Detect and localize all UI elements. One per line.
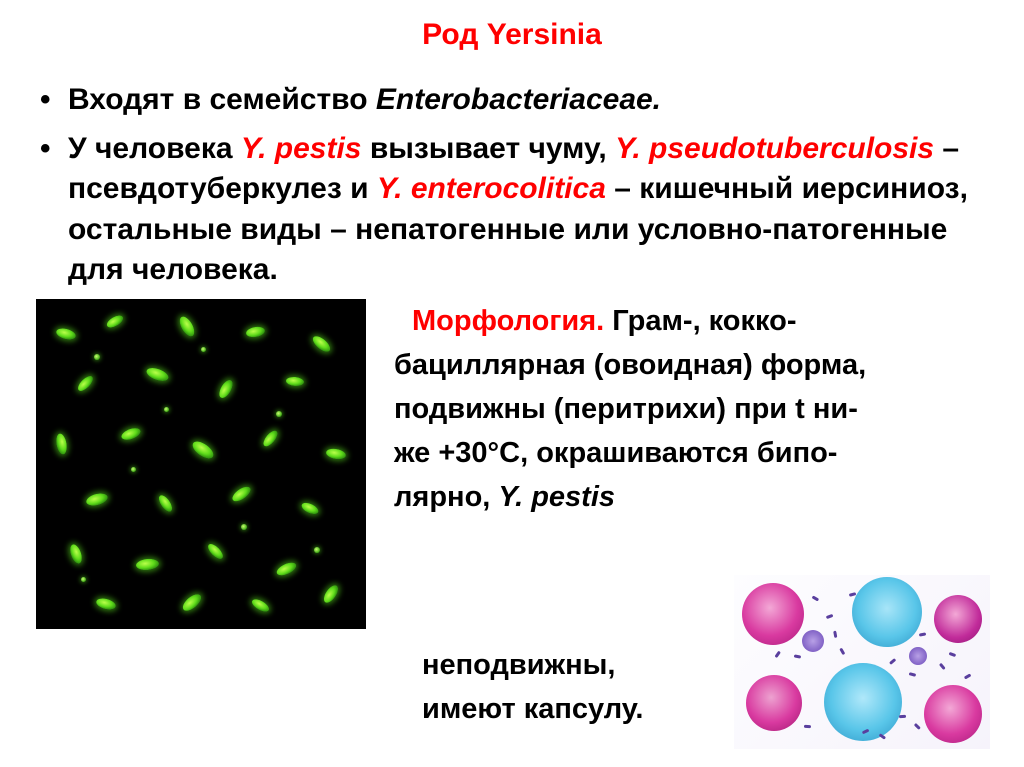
tail-text: неподвижны, имеют капсулу.: [422, 643, 643, 731]
bullet-1: Входят в семейство Enterobacteriaceae.: [68, 80, 994, 121]
b2-b: вызывает чуму,: [362, 132, 616, 165]
b2-a: У человека: [68, 132, 241, 165]
morpho-label: Морфология.: [412, 305, 604, 337]
morpho-l5b: Y. pestis: [498, 481, 615, 513]
slide-title: Род Yersinia: [30, 18, 994, 52]
bullet-2: У человека Y. pestis вызывает чуму, Y. p…: [68, 129, 994, 291]
stain-micrograph: [734, 575, 990, 749]
b2-species2: Y. pseudotuberculosis: [615, 132, 934, 165]
tail-2: имеют капсулу.: [422, 687, 643, 731]
tail-1: неподвижны,: [422, 643, 643, 687]
b2-species3: Y. enterocolitica: [377, 172, 606, 205]
b1-text: Входят в семейство: [68, 83, 376, 116]
b2-species1: Y. pestis: [241, 132, 362, 165]
bullet-list: Входят в семейство Enterobacteriaceae. У…: [30, 80, 994, 291]
morpho-l4: же +30°С, окрашиваются бипо-: [394, 431, 994, 475]
fluorescent-micrograph: [36, 299, 366, 629]
morpho-l3: подвижны (перитрихи) при t ни-: [394, 387, 994, 431]
b1-italic: Enterobacteriaceae.: [376, 83, 661, 116]
morpho-l1: Грам-, кокко-: [604, 305, 796, 337]
morpho-l2: бациллярная (овоидная) форма,: [394, 343, 994, 387]
morpho-l5a: лярно,: [394, 481, 498, 513]
